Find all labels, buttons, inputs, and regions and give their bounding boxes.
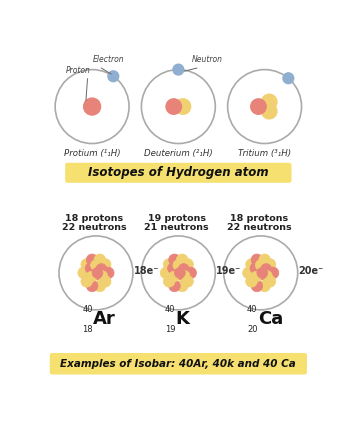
Text: Protium (¹₁H): Protium (¹₁H) bbox=[64, 149, 120, 158]
Text: Examples of Isobar: 40Ar, 40k and 40 Ca: Examples of Isobar: 40Ar, 40k and 40 Ca bbox=[61, 359, 296, 369]
Circle shape bbox=[108, 71, 119, 82]
Text: 19 protons: 19 protons bbox=[148, 214, 206, 223]
Text: Ca: Ca bbox=[258, 310, 283, 328]
Circle shape bbox=[173, 260, 184, 271]
Text: Electron: Electron bbox=[93, 55, 125, 64]
Circle shape bbox=[261, 104, 277, 119]
Text: 40: 40 bbox=[247, 305, 258, 314]
Circle shape bbox=[85, 263, 96, 273]
Circle shape bbox=[251, 271, 261, 282]
Circle shape bbox=[261, 271, 272, 281]
Circle shape bbox=[251, 254, 263, 265]
Text: 19e⁻: 19e⁻ bbox=[216, 266, 241, 276]
Circle shape bbox=[251, 280, 263, 292]
Circle shape bbox=[86, 254, 98, 265]
Circle shape bbox=[160, 267, 172, 279]
Circle shape bbox=[243, 267, 254, 279]
Circle shape bbox=[261, 94, 277, 109]
Circle shape bbox=[255, 269, 266, 280]
Text: Isotopes of Hydrogen atom: Isotopes of Hydrogen atom bbox=[88, 166, 269, 179]
Circle shape bbox=[78, 267, 89, 279]
Text: 18 protons: 18 protons bbox=[230, 214, 288, 223]
Circle shape bbox=[97, 271, 108, 281]
Text: 18e⁻: 18e⁻ bbox=[134, 266, 159, 276]
Circle shape bbox=[90, 269, 101, 280]
Circle shape bbox=[175, 99, 191, 114]
Circle shape bbox=[182, 276, 193, 287]
Circle shape bbox=[257, 268, 268, 278]
Circle shape bbox=[94, 280, 105, 292]
Circle shape bbox=[185, 267, 196, 279]
Circle shape bbox=[86, 280, 98, 292]
Circle shape bbox=[250, 263, 261, 273]
Circle shape bbox=[264, 259, 276, 270]
FancyBboxPatch shape bbox=[50, 353, 307, 374]
FancyBboxPatch shape bbox=[65, 163, 292, 183]
Circle shape bbox=[166, 99, 181, 114]
Text: 20e⁻: 20e⁻ bbox=[299, 266, 324, 276]
Text: 21 neutrons: 21 neutrons bbox=[144, 223, 209, 232]
Circle shape bbox=[168, 263, 178, 273]
Circle shape bbox=[261, 264, 271, 274]
Text: 18 protons: 18 protons bbox=[65, 214, 124, 223]
Circle shape bbox=[267, 267, 279, 279]
Circle shape bbox=[163, 259, 175, 270]
Circle shape bbox=[94, 254, 105, 265]
Text: 20: 20 bbox=[247, 325, 258, 334]
Circle shape bbox=[246, 276, 257, 287]
Circle shape bbox=[86, 271, 97, 282]
Circle shape bbox=[81, 276, 93, 287]
Text: 19: 19 bbox=[165, 325, 175, 334]
Text: Proton: Proton bbox=[66, 66, 91, 75]
Circle shape bbox=[90, 260, 101, 271]
Circle shape bbox=[173, 269, 184, 280]
Text: 18: 18 bbox=[82, 325, 93, 334]
Circle shape bbox=[246, 259, 257, 270]
Circle shape bbox=[176, 280, 188, 292]
Circle shape bbox=[100, 276, 111, 287]
Circle shape bbox=[163, 276, 175, 287]
Circle shape bbox=[259, 280, 270, 292]
Circle shape bbox=[176, 254, 188, 265]
Text: 22 neutrons: 22 neutrons bbox=[227, 223, 292, 232]
Circle shape bbox=[173, 64, 184, 75]
Circle shape bbox=[178, 264, 189, 274]
Circle shape bbox=[179, 271, 190, 281]
Circle shape bbox=[103, 267, 114, 279]
Text: K: K bbox=[175, 310, 189, 328]
Circle shape bbox=[283, 73, 294, 83]
Circle shape bbox=[251, 99, 266, 114]
Text: Tritium (³₁H): Tritium (³₁H) bbox=[238, 149, 291, 158]
Circle shape bbox=[174, 268, 185, 278]
Circle shape bbox=[81, 259, 93, 270]
Circle shape bbox=[169, 254, 180, 265]
Text: 40: 40 bbox=[82, 305, 93, 314]
Circle shape bbox=[92, 268, 103, 278]
Circle shape bbox=[168, 271, 179, 282]
Text: Neutron: Neutron bbox=[192, 55, 223, 64]
Circle shape bbox=[100, 259, 111, 270]
Circle shape bbox=[182, 259, 193, 270]
Text: Ar: Ar bbox=[93, 310, 116, 328]
Circle shape bbox=[96, 264, 107, 274]
Circle shape bbox=[169, 280, 180, 292]
Circle shape bbox=[255, 260, 266, 271]
Circle shape bbox=[84, 98, 101, 115]
Text: Deuterium (²₁H): Deuterium (²₁H) bbox=[144, 149, 213, 158]
Text: 40: 40 bbox=[165, 305, 175, 314]
Text: 22 neutrons: 22 neutrons bbox=[62, 223, 127, 232]
Circle shape bbox=[259, 254, 270, 265]
Circle shape bbox=[264, 276, 276, 287]
